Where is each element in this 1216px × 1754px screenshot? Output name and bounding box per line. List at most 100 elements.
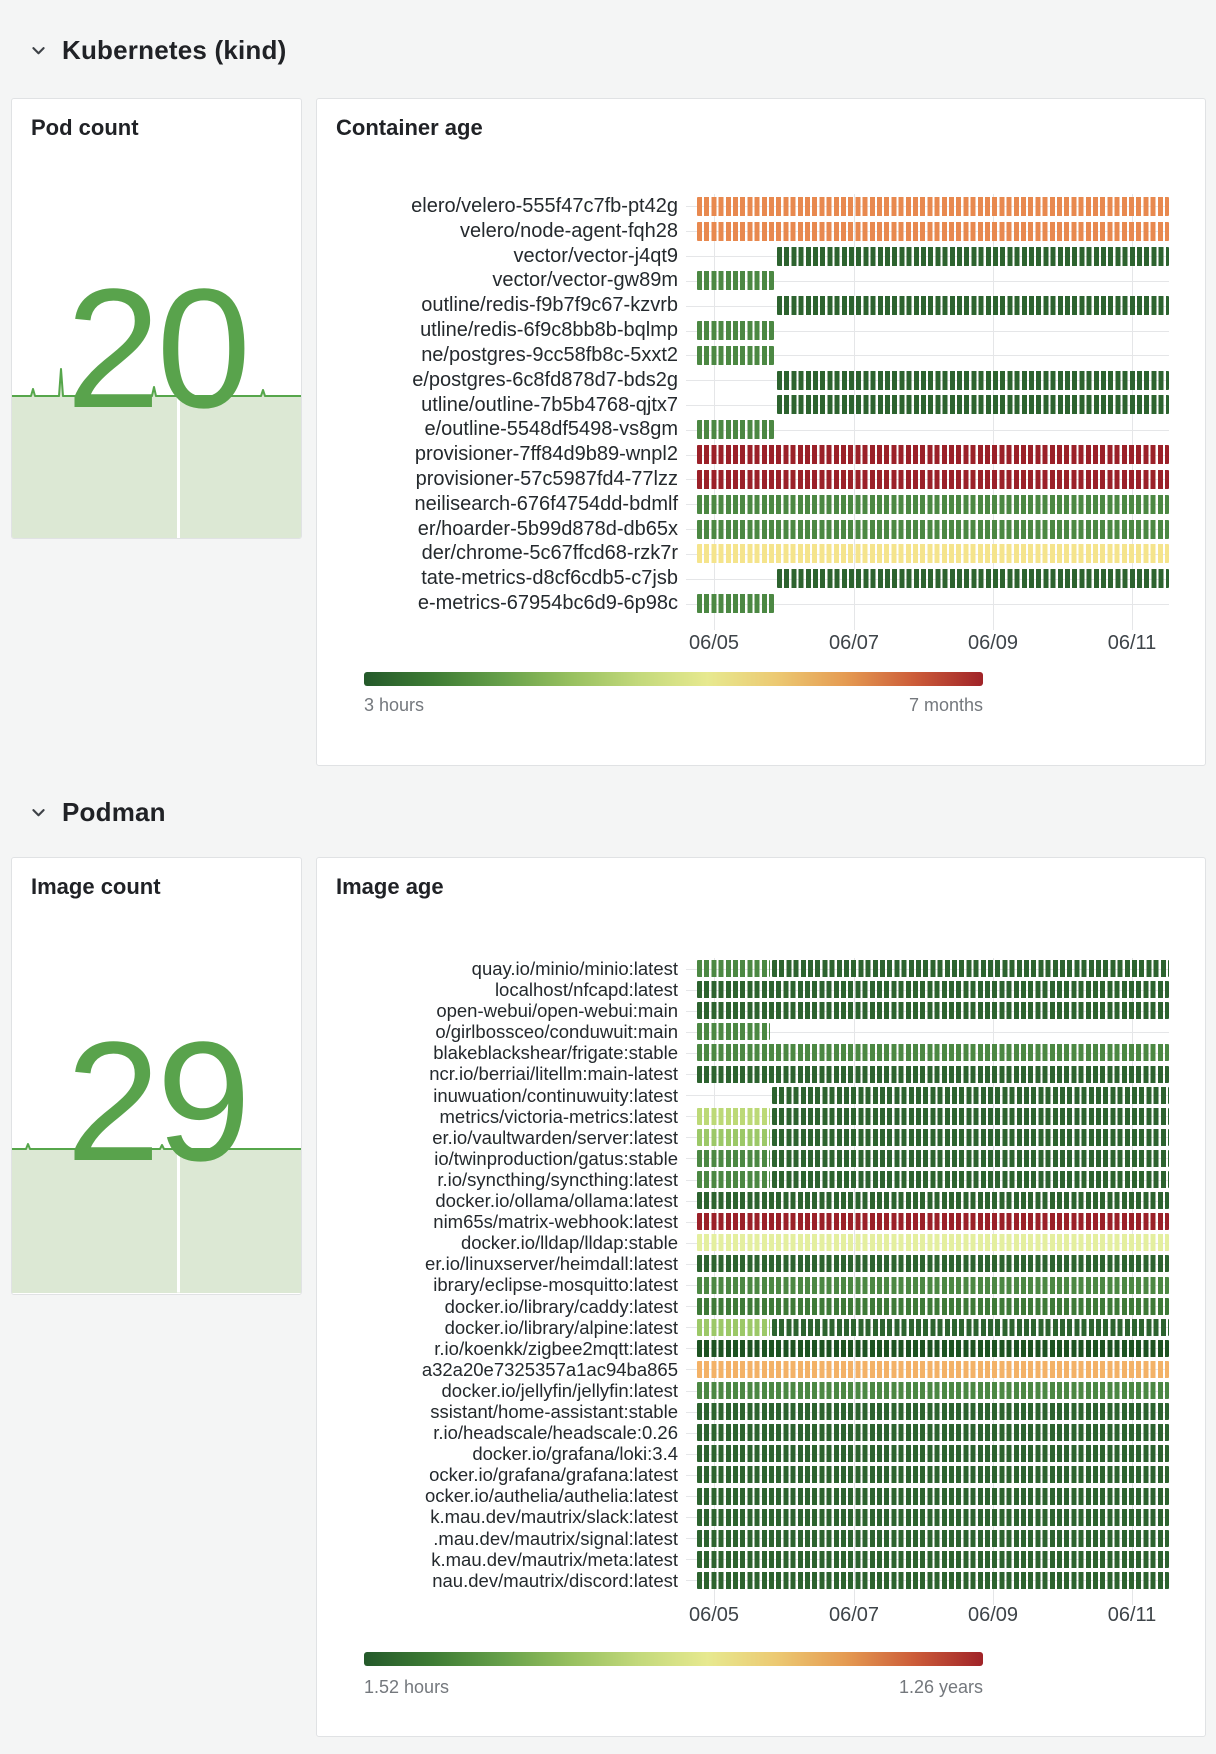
legend-min-label: 3 hours (364, 695, 425, 715)
row-label: o/girlbossceo/conduwuit:main (435, 1021, 678, 1043)
status-bar-segment (697, 1276, 1169, 1294)
plot-area (686, 958, 1169, 1605)
legend-max-label: 7 months (908, 695, 983, 715)
status-bar-segment (697, 1571, 1169, 1589)
sparkline (12, 368, 301, 538)
status-bar-segment (697, 981, 1169, 999)
panel-title[interactable]: Image age (336, 874, 444, 899)
status-bar-segment (697, 1339, 1169, 1357)
x-axis-tick: 06/07 (828, 632, 880, 654)
status-bar-segment (697, 1297, 1169, 1315)
row-label: localhost/nfcapd:latest (494, 979, 678, 1001)
row-label: io/twinproduction/gatus:stable (434, 1147, 678, 1169)
row-label: outline/redis-f9b7f9c67-kzvrb (421, 294, 678, 317)
row-label: e/postgres-6c8fd878d7-bds2g (412, 368, 678, 391)
chevron-down-icon (30, 804, 47, 821)
status-bar-segment (697, 1149, 771, 1167)
status-bar-segment (697, 1508, 1169, 1526)
status-bar-segment (697, 1023, 771, 1041)
row-label-column: elero/velero-555f47c7fb-pt42g velero/node… (317, 194, 678, 616)
grid-line-horizontal (686, 603, 1169, 605)
row-label: utline/redis-6f9c8bb8b-bqlmp (420, 319, 678, 342)
status-bar-segment (697, 1360, 1169, 1378)
stat-panel: Image count 29 (11, 857, 302, 1295)
status-bar-segment (776, 246, 1169, 266)
row-label: r.io/koenkk/zigbee2mqtt:latest (434, 1337, 678, 1359)
row-label: tate-metrics-d8cf6cdb5-c7jsb (421, 567, 678, 590)
status-bar-segment (771, 1149, 1169, 1167)
status-bar-segment (776, 395, 1169, 415)
status-bar-segment (697, 1213, 1169, 1231)
status-bar-segment (697, 494, 1169, 514)
panel-title[interactable]: Pod count (31, 115, 139, 140)
status-bar-segment (697, 544, 1169, 564)
status-bar-segment (771, 960, 1169, 978)
status-bar-segment (776, 296, 1169, 316)
status-bar-segment (697, 221, 1169, 241)
panel-title[interactable]: Container age (336, 115, 483, 140)
row-label: vector/vector-gw89m (492, 269, 678, 292)
status-bar-segment (697, 196, 1169, 216)
status-bar-segment (776, 370, 1169, 390)
status-bar-segment (771, 1107, 1169, 1125)
legend-min-label: 1.52 hours (364, 1677, 450, 1697)
color-scale-legend (364, 1652, 983, 1666)
row-label: open-webui/open-webui:main (436, 1000, 678, 1022)
big-stat-value: 29 (65, 1007, 251, 1197)
row-label: k.mau.dev/mautrix/meta:latest (431, 1548, 678, 1570)
status-bar-segment (697, 1065, 1169, 1083)
status-bar-segment (697, 1445, 1169, 1463)
status-bar-segment (697, 1044, 1169, 1062)
row-label: er/hoarder-5b99d878d-db65x (417, 517, 678, 540)
status-bar-segment (697, 420, 774, 440)
grid-line-horizontal (686, 429, 1169, 431)
row-label: blakeblackshear/frigate:stable (433, 1042, 678, 1064)
x-axis: 06/05 06/07 06/09 06/11 (686, 632, 1169, 658)
status-bar-segment (697, 345, 774, 365)
grid-line-horizontal (686, 330, 1169, 332)
section-header[interactable]: Podman (30, 796, 166, 828)
section-header[interactable]: Kubernetes (kind) (30, 34, 286, 66)
row-label: docker.io/library/caddy:latest (444, 1295, 678, 1317)
row-label: ibrary/eclipse-mosquitto:latest (433, 1274, 678, 1296)
x-axis-tick: 06/11 (1107, 632, 1157, 654)
row-label: ne/postgres-9cc58fb8c-5xxt2 (421, 343, 678, 366)
section-title: Podman (62, 796, 166, 827)
status-bar-segment (697, 960, 771, 978)
row-label: inuwuation/continuwuity:latest (433, 1084, 678, 1106)
legend-max-label: 1.26 years (898, 1677, 983, 1697)
row-label: provisioner-57c5987fd4-77lzz (415, 467, 678, 490)
status-bar-segment (771, 1086, 1169, 1104)
age-panel: Image age quay.io/minio/minio:latest loca… (316, 857, 1206, 1737)
row-label: utline/outline-7b5b4768-qjtx7 (421, 393, 678, 416)
age-panel: Container age elero/velero-555f47c7fb-pt… (316, 98, 1206, 766)
status-bar-segment (697, 1466, 1169, 1484)
row-label: ocker.io/grafana/grafana:latest (429, 1464, 678, 1486)
x-axis-tick: 06/07 (828, 1604, 880, 1626)
status-bar-segment (697, 1550, 1169, 1568)
grid-line-vertical (714, 194, 715, 630)
status-bar-segment (697, 1487, 1169, 1505)
status-bar-segment (697, 1382, 1169, 1400)
status-bar-segment (697, 519, 1169, 539)
row-label: r.io/syncthing/syncthing:latest (437, 1168, 678, 1190)
x-axis-tick: 06/11 (1107, 1604, 1157, 1626)
row-label: nim65s/matrix-webhook:latest (433, 1211, 678, 1233)
row-label: vector/vector-j4qt9 (513, 244, 678, 267)
grid-line-horizontal (686, 1031, 1169, 1033)
row-label: a32a20e7325357a1ac94ba865 (421, 1358, 678, 1380)
color-scale-legend (364, 672, 983, 686)
row-label: er.io/vaultwarden/server:latest (432, 1126, 678, 1148)
status-bar-segment (771, 1171, 1169, 1189)
status-bar-segment (697, 1529, 1169, 1547)
row-label: docker.io/grafana/loki:3.4 (472, 1443, 678, 1465)
row-label: ssistant/home-assistant:stable (430, 1400, 678, 1422)
status-bar-segment (697, 469, 1169, 489)
status-bar-segment (697, 1255, 1169, 1273)
row-label: er.io/linuxserver/heimdall:latest (425, 1253, 678, 1275)
panel-title[interactable]: Image count (31, 874, 161, 899)
row-label: .mau.dev/mautrix/signal:latest (433, 1527, 678, 1549)
row-label: velero/node-agent-fqh28 (460, 219, 678, 242)
status-bar-segment (697, 1192, 1169, 1210)
